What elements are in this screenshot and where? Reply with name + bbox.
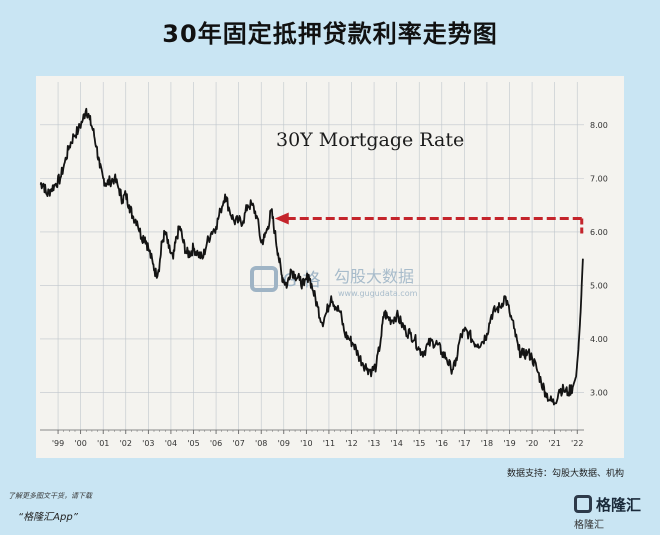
source-note: 数据支持：勾股大数据、机构	[506, 469, 624, 479]
x-tick-label: '20	[526, 439, 538, 448]
grid-lines	[40, 82, 584, 434]
x-tick-label: '19	[503, 439, 515, 448]
x-tick-label: '14	[390, 439, 402, 448]
x-tick-label: '16	[436, 439, 448, 448]
footer-hint: 了解更多图文干货，请下载	[8, 492, 92, 500]
x-tick-label: '02	[120, 439, 132, 448]
x-tick-label: '03	[142, 439, 154, 448]
y-tick-label: 3.00	[590, 389, 608, 398]
series-line	[39, 107, 584, 406]
y-tick-labels: 3.00 4.00 5.00 6.00 7.00 8.00	[590, 121, 608, 398]
line-chart: G 格 勾股大数据 www.gugudata.com 30Y Mortgage …	[39, 82, 608, 448]
watermark: G 格 勾股大数据 www.gugudata.com	[250, 266, 418, 298]
x-tick-label: '08	[255, 439, 267, 448]
y-tick-label: 4.00	[590, 335, 608, 344]
x-tick-label: '11	[323, 439, 335, 448]
x-tick-label: '06	[210, 439, 222, 448]
x-tick-label: '18	[481, 439, 493, 448]
x-tick-label: '15	[413, 439, 425, 448]
x-tick-label: '21	[548, 439, 560, 448]
y-tick-label: 7.00	[590, 174, 608, 183]
x-tick-label: '09	[278, 439, 290, 448]
x-tick-label: '99	[52, 439, 64, 448]
x-tick-label: '22	[571, 439, 583, 448]
brand-sub: 格隆汇	[574, 520, 604, 531]
y-tick-label: 6.00	[590, 228, 608, 237]
x-tick-labels: '99 '00 '01 '02 '03 '04 '05 '06 '07 '08 '09 '10 '11 '…	[52, 439, 584, 448]
footer-app-name: “格隆汇App”	[18, 512, 78, 523]
y-tick-label: 5.00	[590, 281, 608, 290]
page-title: 30年固定抵押贷款利率走势图	[162, 20, 498, 48]
x-tick-label: '12	[345, 439, 357, 448]
watermark-text: 勾股大数据	[334, 267, 414, 286]
chart-title: 30Y Mortgage Rate	[276, 129, 464, 151]
x-tick-label: '05	[187, 439, 199, 448]
red-dashed-arrow	[274, 212, 584, 235]
x-tick-label: '13	[368, 439, 380, 448]
y-tick-label: 8.00	[590, 121, 608, 130]
x-tick-label: '10	[300, 439, 312, 448]
brand-name: 格隆汇	[596, 496, 642, 514]
x-tick-label: '17	[458, 439, 470, 448]
x-tick-label: '04	[165, 439, 177, 448]
x-tick-label: '07	[232, 439, 244, 448]
watermark-sub: www.gugudata.com	[338, 289, 418, 298]
brand-logo: 格隆汇 格隆汇	[574, 492, 658, 532]
x-tick-label: '01	[97, 439, 109, 448]
arrow-head	[274, 212, 289, 225]
brand-logo-icon	[574, 495, 592, 513]
watermark-logo-icon	[250, 266, 278, 292]
chart-panel: G 格 勾股大数据 www.gugudata.com 30Y Mortgage …	[36, 76, 624, 458]
x-tick-label: '00	[74, 439, 86, 448]
